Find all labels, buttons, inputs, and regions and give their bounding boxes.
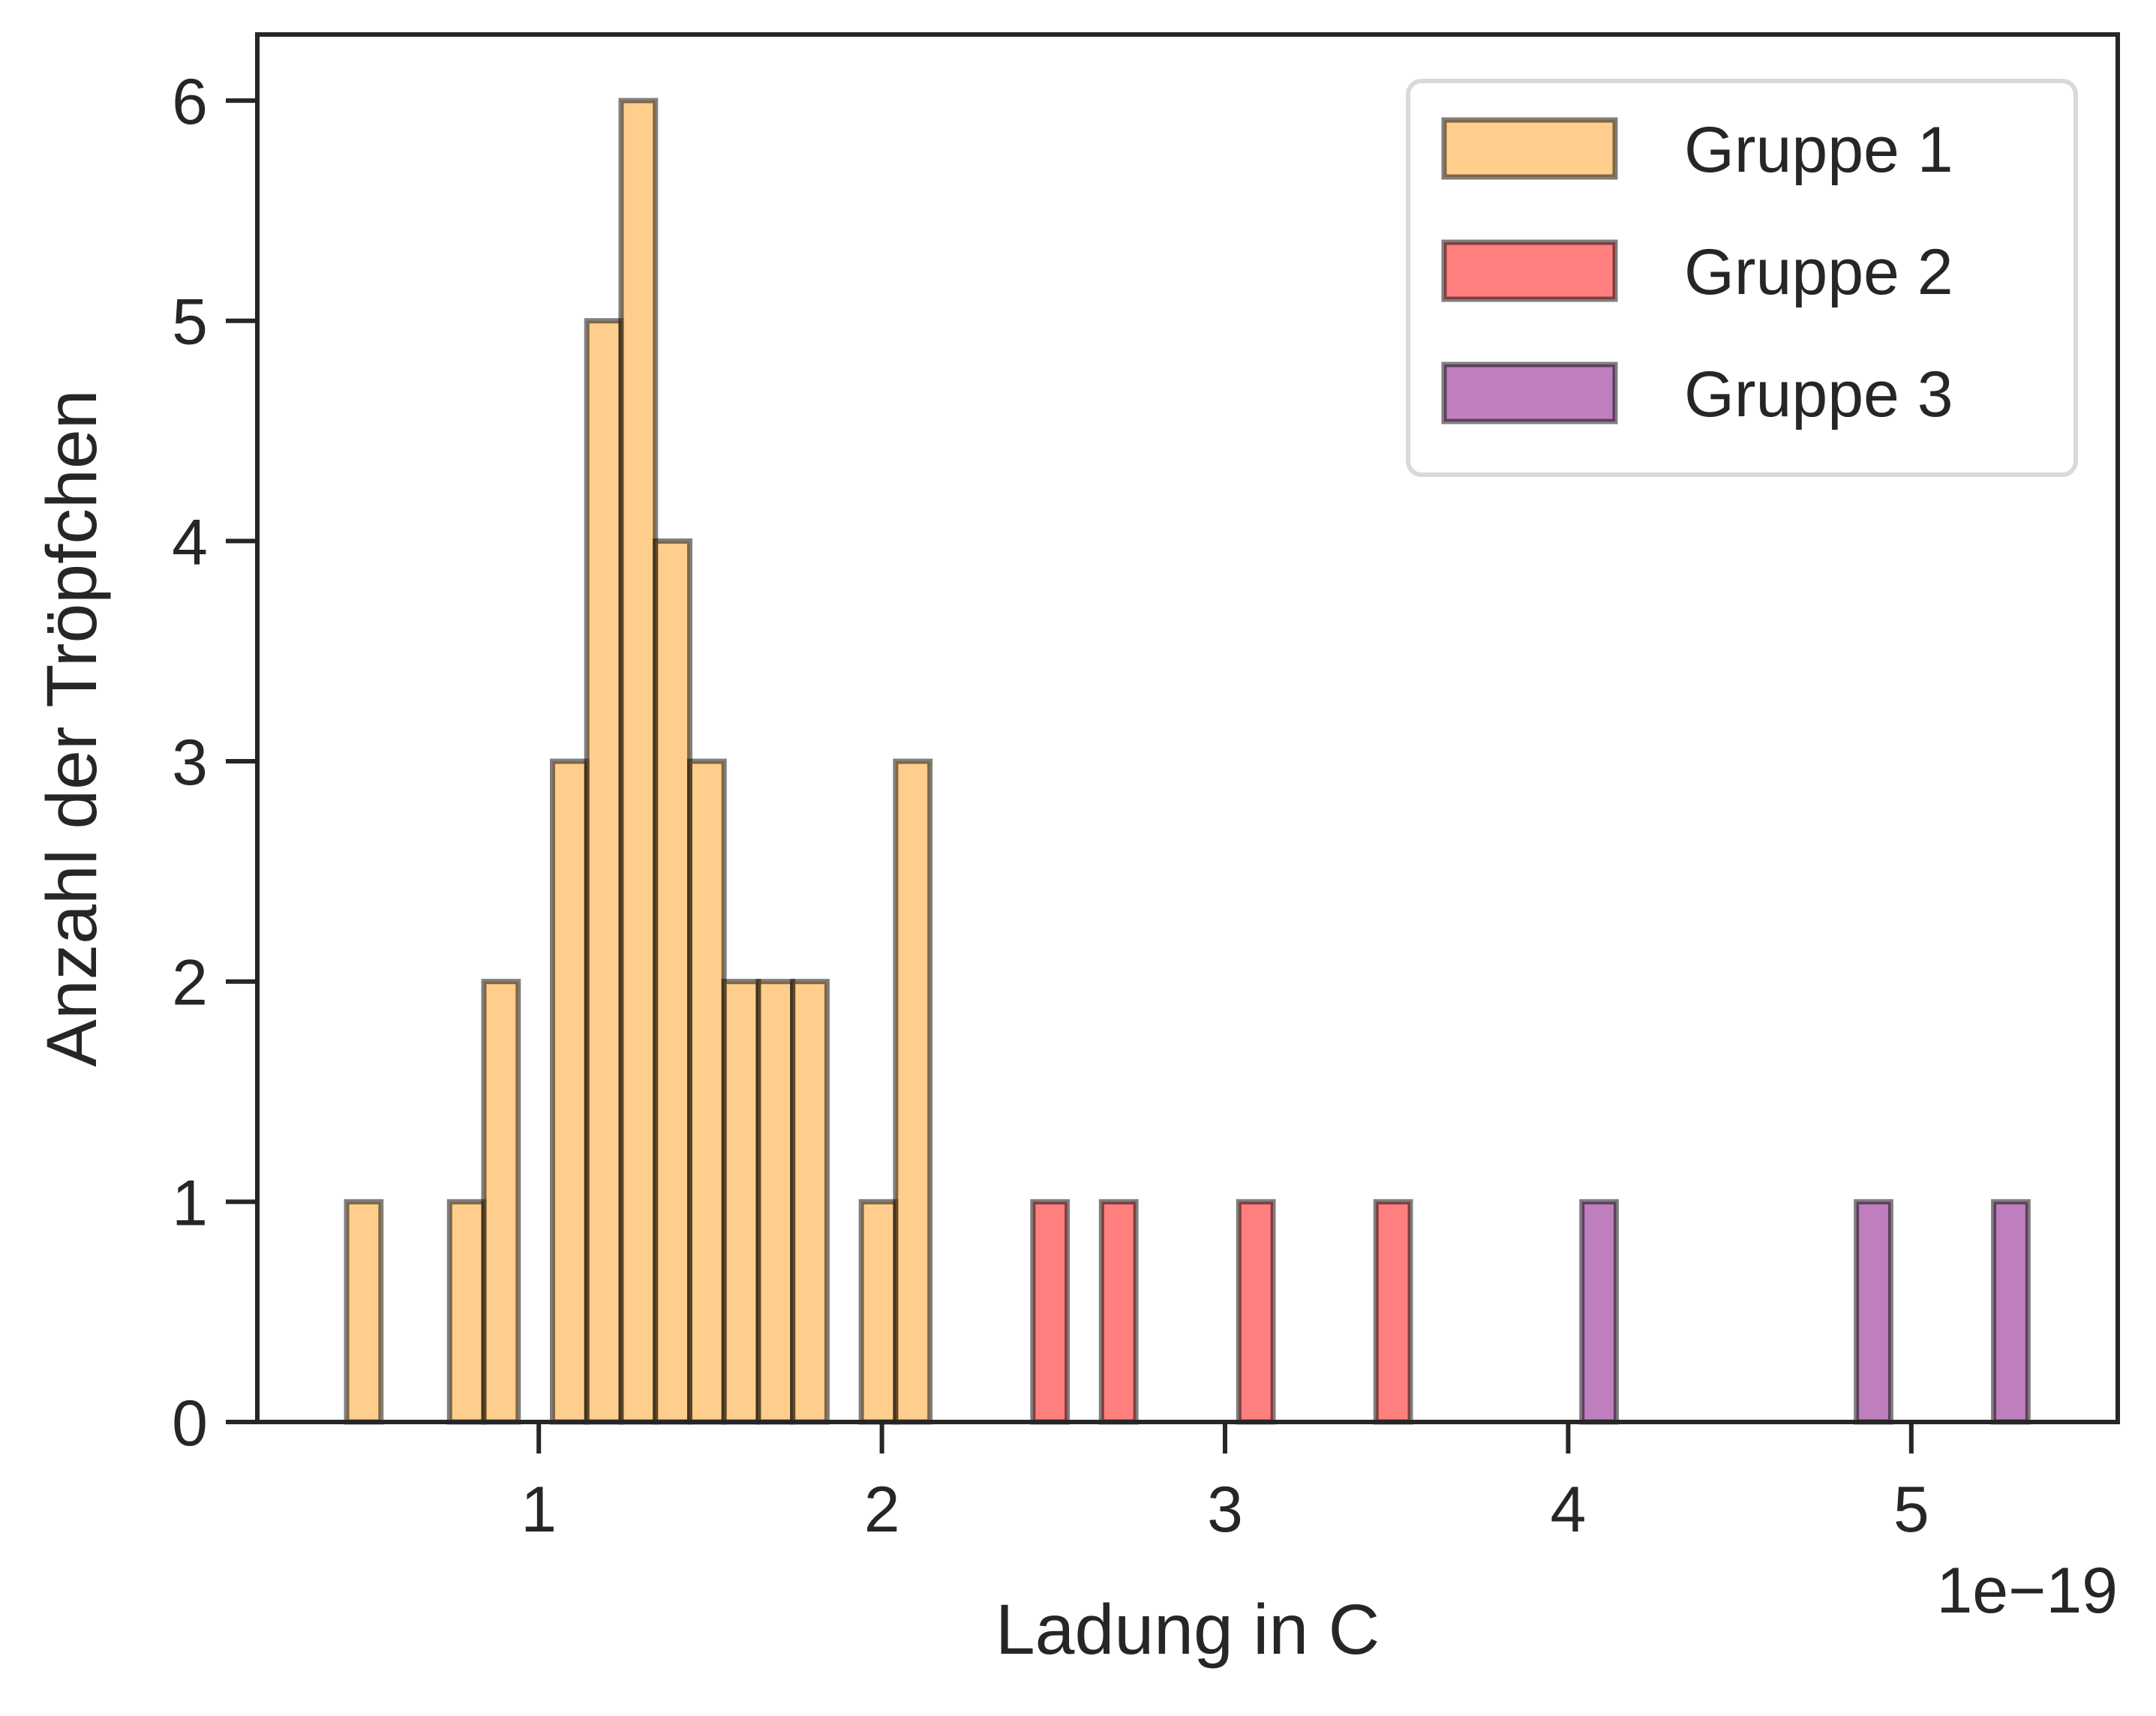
- y-tick-label: 5: [172, 286, 208, 358]
- legend: Gruppe 1 Gruppe 2 Gruppe 3: [1406, 79, 2078, 477]
- y-tick-label: 3: [172, 727, 208, 799]
- legend-label: Gruppe 3: [1684, 358, 1953, 430]
- y-tick-label: 2: [172, 947, 208, 1019]
- plot-frame: [255, 32, 2120, 1424]
- bar-1-10: [755, 979, 796, 1425]
- legend-items: Gruppe 1 Gruppe 2 Gruppe 3: [1441, 114, 1953, 430]
- y-tick-label: 4: [172, 506, 208, 578]
- bar-1-1: [344, 1198, 384, 1425]
- legend-swatch: [1441, 117, 1618, 180]
- bar-3-3: [1991, 1198, 2031, 1425]
- x-axis-offset-label: 1e−19: [1936, 1555, 2118, 1627]
- bar-1-13: [893, 758, 933, 1425]
- bar-1-2: [446, 1198, 487, 1425]
- bar-2-1: [1030, 1198, 1070, 1425]
- x-tick-label: 2: [864, 1474, 900, 1546]
- legend-swatch: [1441, 362, 1618, 424]
- bar-1-4: [550, 758, 590, 1425]
- bar-1-5: [584, 318, 624, 1425]
- bar-1-11: [790, 979, 830, 1425]
- y-tick-label: 1: [172, 1167, 208, 1239]
- x-tick-label: 5: [1893, 1474, 1929, 1546]
- bar-2-4: [1373, 1198, 1413, 1425]
- bar-1-7: [653, 538, 692, 1425]
- ticks-layer: 1 2 3 4 5 0 1 2 3 4 5 6: [172, 66, 1929, 1546]
- y-tick-label: 6: [172, 66, 208, 138]
- bar-2-3: [1236, 1198, 1276, 1425]
- bar-1-3: [481, 979, 521, 1425]
- bar-1-9: [721, 979, 761, 1425]
- x-tick-label: 1: [521, 1474, 557, 1546]
- bar-1-8: [686, 758, 727, 1425]
- y-axis-label: Anzahl der Tröpfchen: [32, 389, 112, 1066]
- bars-layer: [344, 98, 2031, 1425]
- bar-1-12: [858, 1198, 899, 1425]
- y-tick-label: 0: [172, 1388, 208, 1460]
- legend-label: Gruppe 2: [1684, 236, 1953, 308]
- bar-2-2: [1098, 1198, 1139, 1425]
- bar-3-1: [1579, 1198, 1619, 1425]
- bar-3-2: [1854, 1198, 1893, 1425]
- legend-swatch: [1441, 239, 1618, 302]
- x-axis-label: Ladung in C: [995, 1590, 1380, 1670]
- legend-label: Gruppe 1: [1684, 114, 1953, 186]
- x-tick-label: 3: [1207, 1474, 1243, 1546]
- x-tick-label: 4: [1550, 1474, 1586, 1546]
- bar-1-6: [618, 98, 659, 1425]
